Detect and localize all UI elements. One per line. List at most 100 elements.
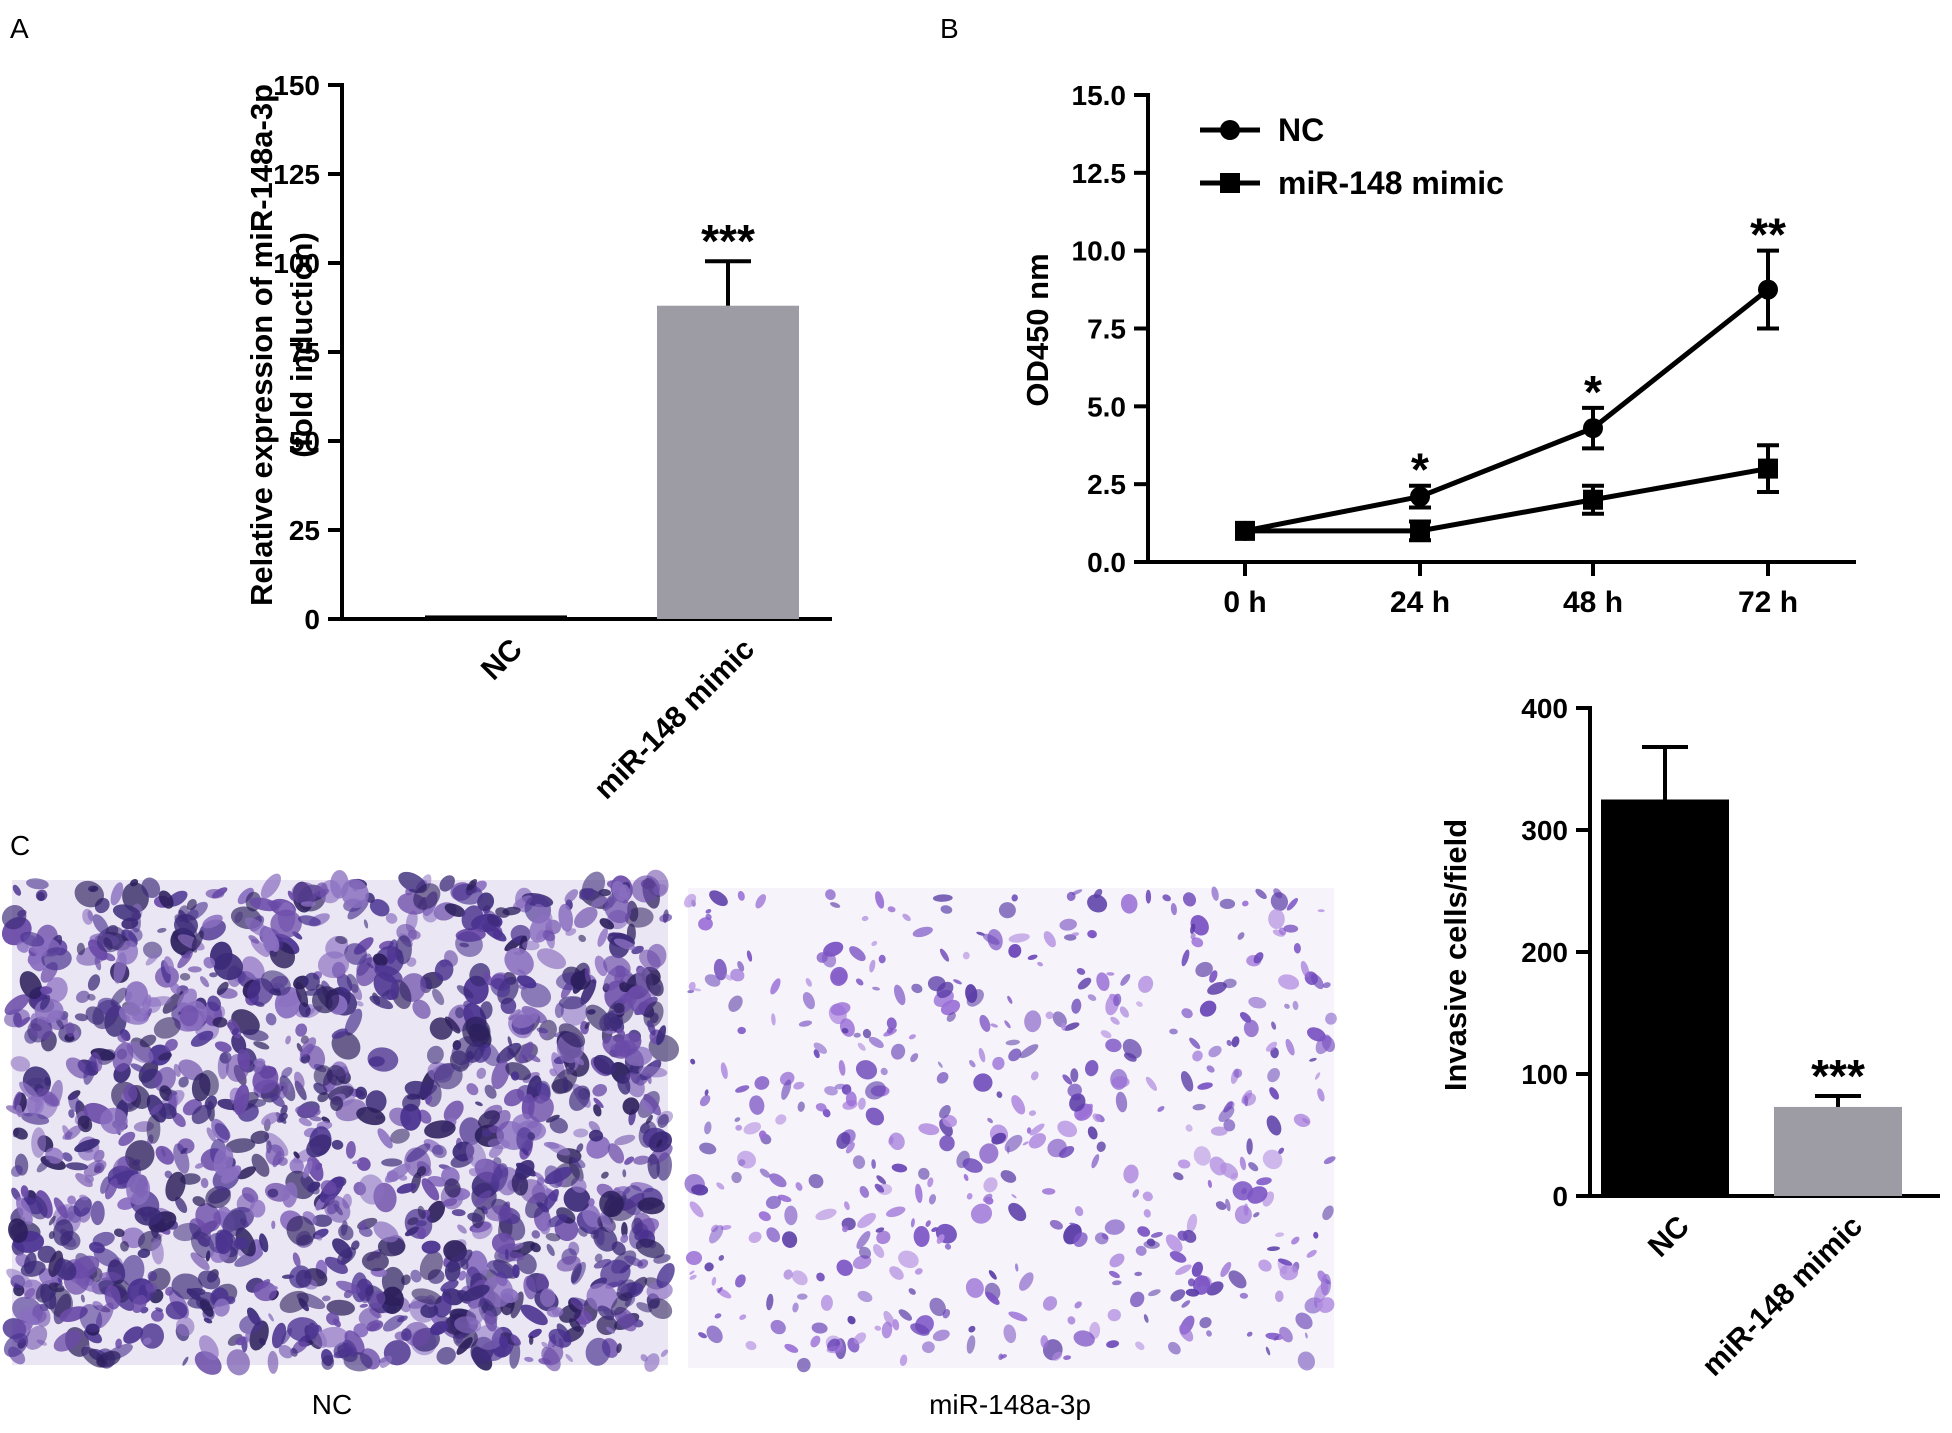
stained-cell [356,1157,371,1171]
stained-cell [267,1188,279,1198]
stained-cell [515,1162,537,1177]
stained-cell [1070,932,1080,937]
stained-cell [1069,1093,1086,1112]
stained-cell [582,1204,601,1228]
stained-cell [599,1190,624,1218]
stained-cell [216,981,229,996]
stained-cell [685,1250,703,1266]
micrograph-nc-cells [1,869,680,1376]
stained-cell [1192,1050,1203,1062]
stained-cell [430,1321,448,1336]
stained-cell [714,1313,722,1319]
stained-cell [96,926,126,953]
stained-cell [1247,1186,1268,1204]
stained-cell [69,1255,100,1279]
stained-cell [369,1308,382,1319]
stained-cell [73,1030,79,1039]
stained-cell [512,895,533,910]
stained-cell [121,1254,145,1287]
stained-cell [302,1160,313,1179]
stained-cell [808,1173,824,1189]
stained-cell [433,1062,463,1090]
stained-cell [791,1270,808,1286]
stained-cell [486,914,501,927]
stained-cell [213,1298,230,1317]
stained-cell [293,1151,300,1159]
stained-cell [407,929,421,940]
stained-cell [1242,900,1249,907]
chart-a-ytick-label: 25 [289,515,320,546]
stained-cell [1110,1016,1120,1025]
stained-cell [737,960,745,972]
stained-cell [564,889,579,903]
stained-cell [522,940,540,951]
stained-cell [515,1168,527,1184]
stained-cell [426,1045,444,1064]
stained-cell [85,1006,105,1025]
stained-cell [194,1162,205,1169]
stained-cell [810,1335,821,1348]
stained-cell [203,956,216,969]
stained-cell [117,1156,130,1171]
stained-cell [213,1146,234,1176]
stained-cell [512,1007,539,1029]
stained-cell [199,1299,214,1317]
stained-cell [295,1023,308,1037]
chart-c-xtick-label: NC [1642,1210,1696,1264]
stained-cell [455,1334,464,1344]
stained-cell [1045,1011,1054,1020]
stained-cell [74,1138,100,1153]
stained-cell [131,1295,147,1313]
stained-cell [1067,1083,1082,1098]
stained-cell [645,973,664,997]
stained-cell [1074,1301,1082,1309]
stained-cell [190,1231,215,1259]
stained-cell [518,1041,534,1064]
stained-cell [460,1258,469,1270]
stained-cell [1309,1057,1317,1062]
stained-cell [258,1279,271,1289]
chart-a-ytick-label: 150 [273,70,320,101]
stained-cell [1228,1270,1247,1289]
stained-cell [317,1092,329,1103]
stained-cell [862,1028,872,1039]
stained-cell [1113,993,1122,1007]
stained-cell [25,1318,34,1331]
chart-b-point [1410,486,1430,507]
stained-cell [604,895,632,924]
stained-cell [451,1209,466,1217]
stained-cell [165,1286,174,1296]
stained-cell [1317,1088,1325,1102]
stained-cell [286,1215,316,1246]
stained-cell [1267,1067,1280,1083]
stained-cell [326,1312,340,1326]
stained-cell [250,1130,270,1144]
stained-cell [420,1303,439,1319]
chart-c-xtick-label: miR-148 mimic [1696,1210,1869,1383]
stained-cell [241,956,265,981]
stained-cell [577,1226,588,1237]
stained-cell [344,1330,365,1355]
stained-cell [597,1305,615,1321]
stained-cell [1239,1156,1247,1171]
chart-b-point [1758,279,1778,300]
chart-a-significance: *** [701,215,755,267]
stained-cell [527,1054,541,1063]
stained-cell [660,1349,669,1357]
stained-cell [384,1163,411,1183]
stained-cell [1130,1291,1145,1308]
stained-cell [861,915,869,922]
stained-cell [16,1104,23,1118]
stained-cell [704,1262,714,1272]
stained-cell [1162,894,1171,902]
stained-cell [1092,1113,1102,1123]
stained-cell [403,1321,431,1347]
stained-cell [875,1227,885,1233]
stained-cell [462,1016,491,1048]
stained-cell [899,1354,908,1367]
stained-cell [137,1248,151,1259]
stained-cell [1199,1000,1217,1017]
stained-cell [1191,937,1204,948]
chart-b-ytick-label: 0.0 [1087,547,1126,578]
stained-cell [647,1020,656,1036]
